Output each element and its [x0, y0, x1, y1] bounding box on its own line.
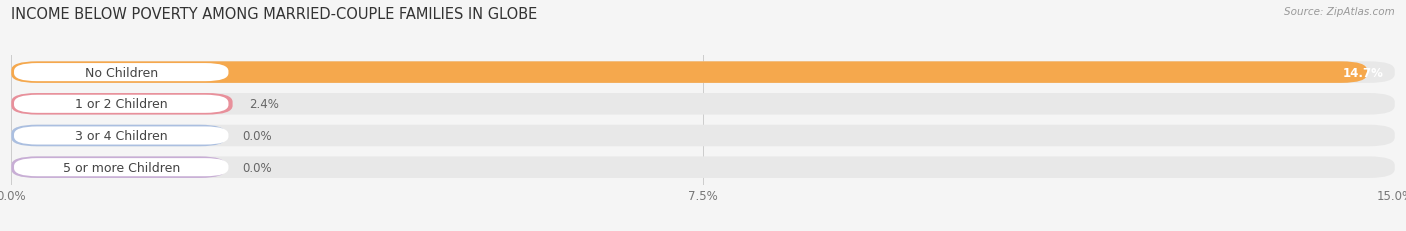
Text: 0.0%: 0.0% [242, 161, 271, 174]
Text: No Children: No Children [84, 66, 157, 79]
FancyBboxPatch shape [11, 94, 232, 115]
FancyBboxPatch shape [11, 94, 1395, 115]
FancyBboxPatch shape [14, 64, 228, 82]
FancyBboxPatch shape [11, 62, 1367, 84]
FancyBboxPatch shape [14, 158, 228, 176]
Text: 5 or more Children: 5 or more Children [63, 161, 180, 174]
FancyBboxPatch shape [11, 125, 1395, 147]
FancyBboxPatch shape [11, 62, 1395, 84]
Text: 1 or 2 Children: 1 or 2 Children [75, 98, 167, 111]
FancyBboxPatch shape [11, 157, 1395, 178]
Text: 2.4%: 2.4% [249, 98, 278, 111]
FancyBboxPatch shape [14, 95, 228, 113]
Text: INCOME BELOW POVERTY AMONG MARRIED-COUPLE FAMILIES IN GLOBE: INCOME BELOW POVERTY AMONG MARRIED-COUPL… [11, 7, 537, 22]
FancyBboxPatch shape [14, 127, 228, 145]
Text: Source: ZipAtlas.com: Source: ZipAtlas.com [1284, 7, 1395, 17]
Text: 0.0%: 0.0% [242, 129, 271, 142]
FancyBboxPatch shape [11, 157, 226, 178]
Text: 3 or 4 Children: 3 or 4 Children [75, 129, 167, 142]
Text: 14.7%: 14.7% [1343, 66, 1384, 79]
FancyBboxPatch shape [11, 125, 226, 147]
